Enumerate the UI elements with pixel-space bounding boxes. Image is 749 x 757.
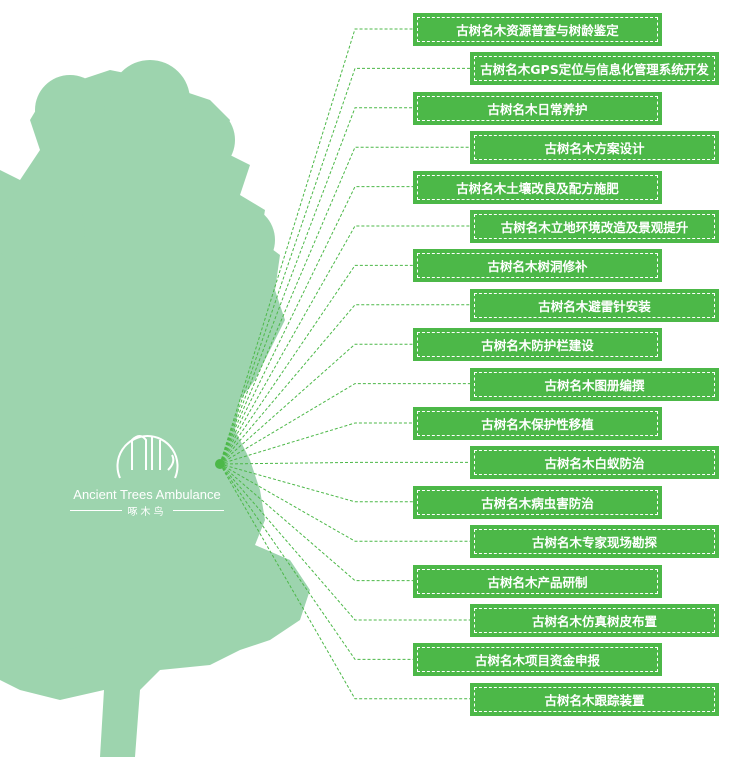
service-item-box: 古树名木跟踪装置 [470, 682, 719, 716]
service-item-box: 古树名木图册编撰 [470, 367, 719, 401]
service-item-box: 古树名木白蚁防治 [470, 446, 719, 480]
logo-name: Ancient Trees Ambulance [73, 487, 221, 502]
service-item-box: 古树名木避雷针安装 [470, 288, 719, 322]
connector-line [219, 463, 470, 542]
connector-line [219, 463, 470, 621]
service-item-box: 古树名木保护性移植 [413, 407, 662, 440]
service-item-box: 古树名木仿真树皮布置 [470, 604, 719, 637]
connector-line [219, 463, 413, 660]
connector-line [219, 461, 470, 465]
connector-line [219, 463, 413, 582]
connector-line [219, 422, 413, 465]
service-item-box: 古树名木资源普查与树龄鉴定 [413, 13, 662, 46]
service-item-box: 古树名木产品研制 [413, 564, 662, 598]
service-item-box: 古树名木防护栏建设 [413, 328, 662, 362]
logo-subtitle: 啄木鸟 [70, 503, 224, 518]
connector-lines [219, 28, 470, 700]
connector-line [219, 343, 413, 465]
origin-dot [215, 459, 225, 469]
service-item-box: 古树名木方案设计 [470, 131, 719, 165]
connector-line [219, 186, 413, 465]
connector-line [219, 264, 413, 465]
tree-silhouette [0, 60, 310, 757]
logo-emblem [116, 435, 179, 479]
service-item-box: 古树名木项目资金申报 [413, 643, 662, 677]
connector-line [219, 463, 413, 503]
service-item-box: 古树名木日常养护 [413, 91, 662, 125]
connector-line [219, 146, 470, 465]
service-item-box: 古树名木树洞修补 [413, 249, 662, 283]
service-item-box: 古树名木专家现场勘探 [470, 525, 719, 559]
service-item-box: 古树名木立地环境改造及景观提升 [470, 210, 719, 243]
connector-line [219, 304, 470, 465]
service-item-box: 古树名木GPS定位与信息化管理系统开发 [470, 52, 719, 86]
connector-line [219, 28, 413, 465]
service-item-box: 古树名木土壤改良及配方施肥 [413, 170, 662, 204]
service-item-box: 古树名木病虫害防治 [413, 485, 662, 519]
connector-line [219, 107, 413, 465]
connector-line [219, 383, 470, 465]
connector-line [219, 225, 470, 465]
connector-line [219, 463, 470, 700]
